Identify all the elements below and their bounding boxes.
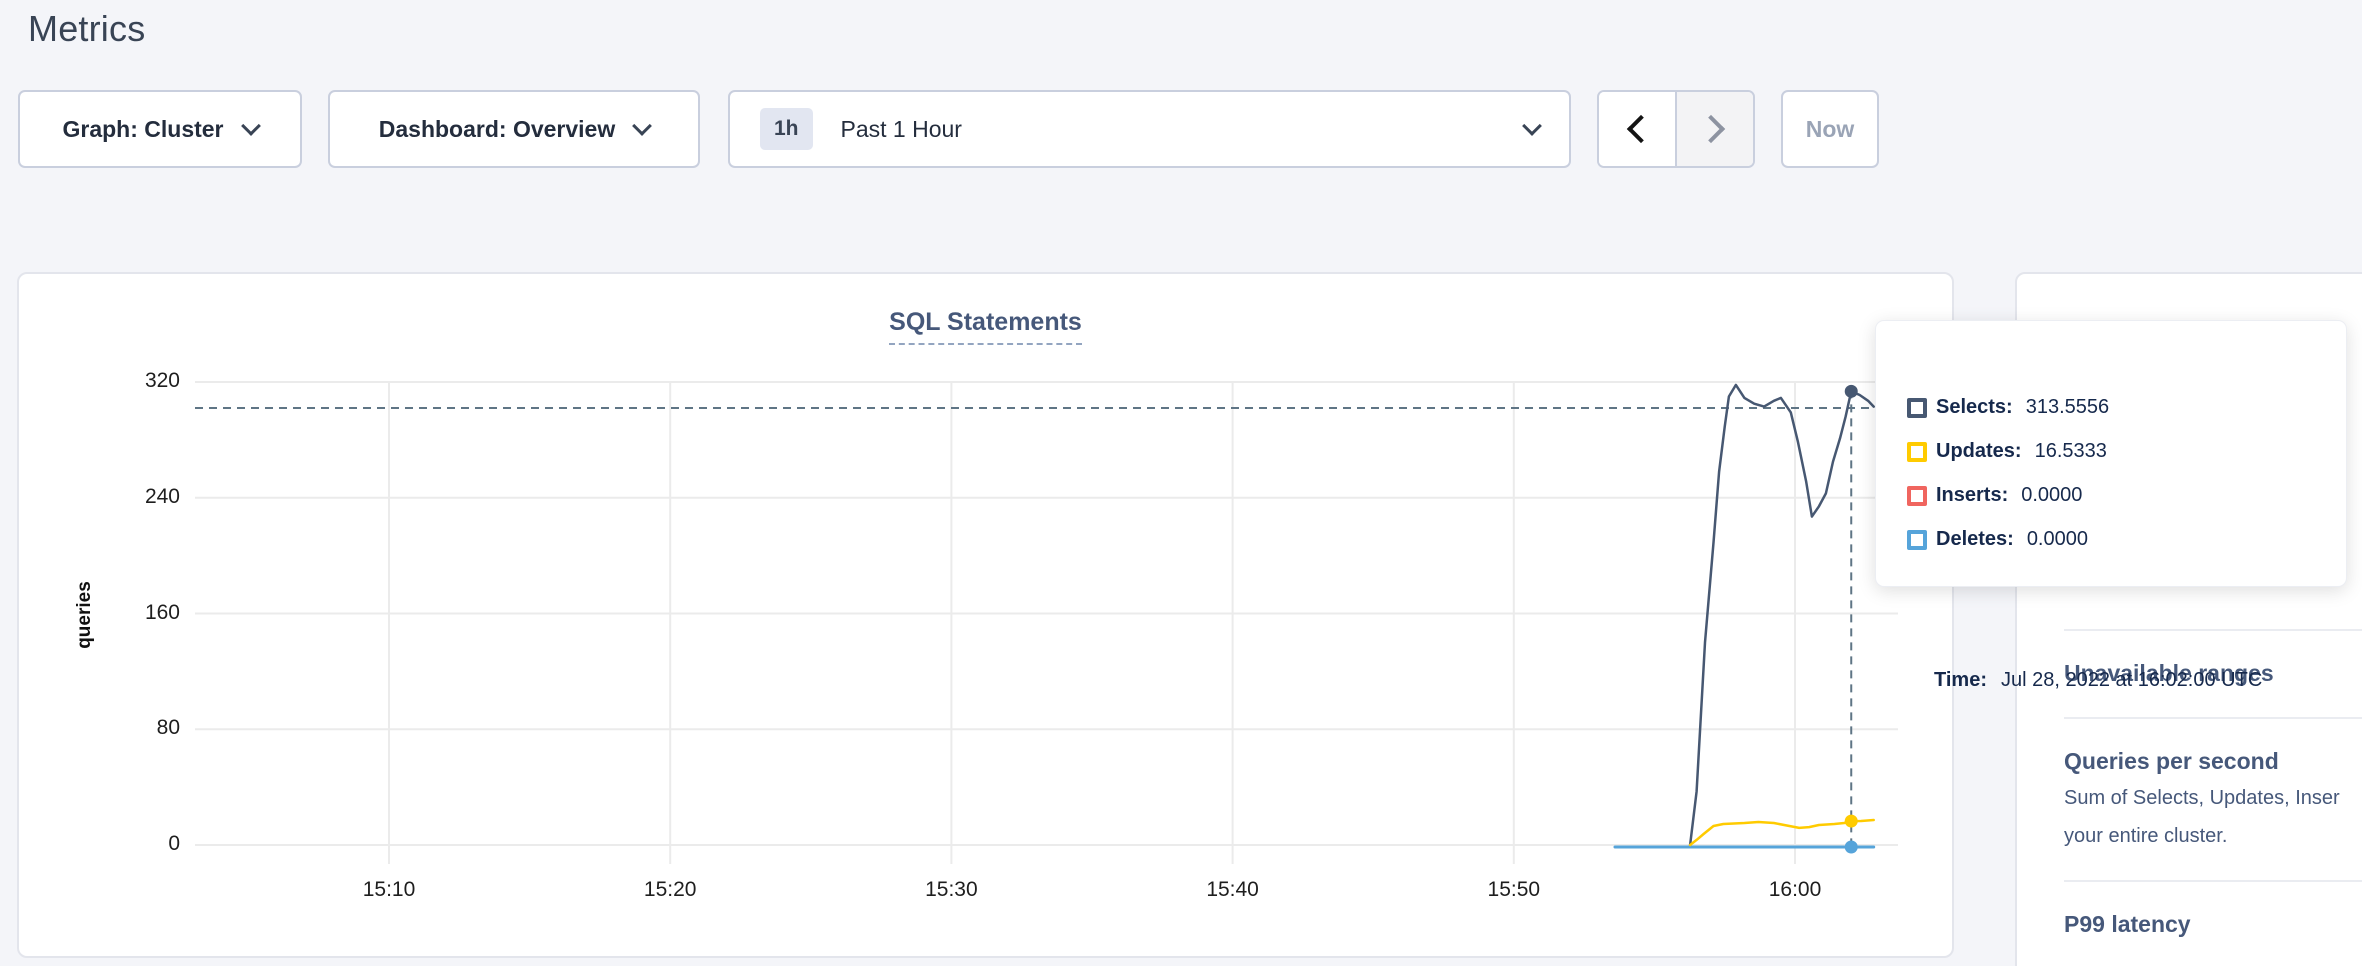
graph-dropdown[interactable]: Graph: Cluster — [18, 90, 302, 168]
tooltip-time-row: Time: Jul 28, 2022 at 16:02:00 UTC — [1934, 669, 2262, 692]
tooltip-series-row: Deletes: 0.0000 — [1907, 528, 2088, 551]
tooltip-series-row: Selects: 313.5556 — [1907, 396, 2109, 419]
dashboard-dropdown[interactable]: Dashboard: Overview — [328, 90, 700, 168]
y-tick-label: 80 — [156, 716, 180, 740]
time-pager — [1597, 90, 1755, 168]
x-tick-label: 16:00 — [1768, 878, 1822, 901]
graph-dropdown-label: Graph: Cluster — [62, 115, 224, 142]
tooltip-series-label: Deletes: — [1936, 528, 2014, 550]
sql-statements-chart-card: SQL Statements queries 15:10 15:20 15:30 15… — [17, 272, 1954, 958]
tooltip-time-value: Jul 28, 2022 at 16:02:00 UTC — [2000, 669, 2263, 691]
tooltip-series-label: Inserts: — [1936, 484, 2009, 506]
y-tick-label: 320 — [144, 369, 180, 392]
tooltip-series-row: Updates: 16.5333 — [1907, 440, 2107, 463]
chart-title[interactable]: SQL Statements — [889, 308, 1082, 345]
time-range-badge: 1h — [760, 108, 813, 150]
tooltip-series-value: 313.5556 — [2025, 396, 2110, 418]
sidebar-section-heading: P99 latency — [2064, 911, 2191, 937]
x-tick-label: 15:30 — [925, 878, 978, 901]
sidebar-section-heading: Unavailable ranges — [2064, 660, 2274, 686]
y-tick-label: 240 — [144, 484, 180, 508]
tooltip-series-value: 0.0000 — [2026, 528, 2088, 550]
tooltip-time-label: Time: — [1934, 669, 1987, 691]
series-line-selects — [1688, 383, 1875, 847]
now-button[interactable]: Now — [1781, 90, 1879, 168]
tooltip-series-value: 16.5333 — [2034, 440, 2107, 462]
chevron-down-icon — [1522, 116, 1542, 136]
hover-dot-selects — [1844, 384, 1858, 398]
sql-statements-plot[interactable] — [19, 274, 1952, 956]
tooltip-series-label: Selects: — [1936, 396, 2013, 418]
hover-dot-deletes — [1844, 840, 1858, 854]
prev-interval-button[interactable] — [1599, 92, 1675, 166]
hover-dot-updates — [1844, 814, 1858, 828]
sidebar-divider — [2064, 717, 2362, 719]
chart-hover-tooltip: Time: Jul 28, 2022 at 16:02:00 UTC Select… — [1875, 320, 2347, 691]
page-title: Metrics — [28, 8, 146, 49]
x-tick-label: 15:50 — [1487, 878, 1541, 901]
next-interval-button[interactable] — [1675, 92, 1753, 166]
chevron-down-icon — [240, 116, 261, 136]
series-swatch-icon — [1907, 441, 1927, 462]
dashboard-dropdown-label: Dashboard: Overview — [378, 115, 616, 142]
x-tick-label: 15:40 — [1206, 878, 1259, 901]
chevron-down-icon — [632, 116, 653, 136]
series-swatch-icon — [1907, 485, 1927, 506]
series-swatch-icon — [1907, 529, 1927, 550]
time-range-label: Past 1 Hour — [840, 115, 962, 142]
tooltip-series-value: 0.0000 — [2021, 484, 2083, 506]
series-swatch-icon — [1907, 397, 1927, 418]
tooltip-series-row: Inserts: 0.0000 — [1907, 484, 2082, 507]
sidebar-divider — [2064, 629, 2362, 631]
time-range-select[interactable]: 1h Past 1 Hour — [728, 90, 1571, 168]
sidebar-section-heading: Queries per second — [2064, 748, 2279, 774]
tooltip-series-label: Updates: — [1936, 440, 2022, 462]
x-tick-label: 15:20 — [643, 878, 697, 901]
sidebar-divider — [2064, 880, 2362, 882]
y-tick-label: 0 — [168, 832, 180, 855]
y-tick-label: 160 — [144, 600, 180, 624]
sidebar-section-description-line: Sum of Selects, Updates, Inser — [2064, 787, 2340, 809]
sidebar-section-description-line: your entire cluster. — [2064, 825, 2228, 847]
chevron-right-icon — [1696, 114, 1726, 144]
x-tick-label: 15:10 — [362, 878, 416, 901]
chevron-left-icon — [1626, 114, 1656, 144]
